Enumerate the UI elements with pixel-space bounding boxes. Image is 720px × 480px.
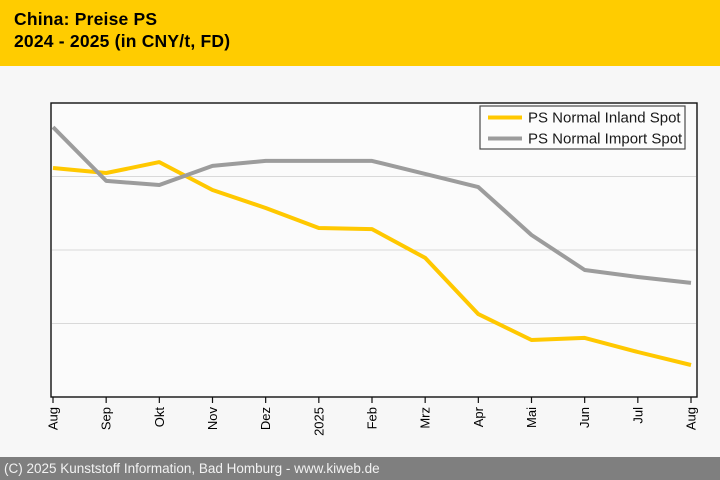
x-axis: Aug Sep Okt Nov Dez 2025 Feb Mrz Apr Mai Jun Jul Aug [46, 397, 699, 436]
x-axis-label: Apr [471, 406, 486, 427]
x-axis-label: Aug [684, 407, 699, 430]
x-axis-label: Okt [152, 407, 167, 428]
x-axis-label: Nov [205, 407, 220, 431]
x-axis-label: Mai [524, 407, 539, 428]
x-axis-label: Aug [46, 407, 61, 430]
gridlines [52, 176, 696, 324]
legend-label-import: PS Normal Import Spot [528, 131, 683, 148]
chart-title: China: Preise PS [14, 9, 158, 29]
x-axis-label: Jun [577, 407, 592, 428]
series-line-ps-normal-import-spot [51, 125, 692, 285]
legend-box [479, 105, 686, 150]
x-axis-label: Feb [365, 407, 380, 429]
copyright-footer: (C) 2025 Kunststoff Information, Bad Hom… [0, 457, 720, 480]
x-axis-label: Dez [258, 407, 273, 430]
series-line-ps-normal-inland-spot [52, 160, 692, 367]
x-axis-label: 2025 [311, 407, 326, 436]
legend-label-inland: PS Normal Inland Spot [528, 110, 681, 127]
chart-header: China: Preise PS 2024 - 2025 (in CNY/t, … [0, 0, 720, 66]
series-lines [51, 125, 692, 367]
legend: PS Normal Inland Spot PS Normal Import S… [479, 105, 686, 150]
x-axis-label: Mrz [418, 407, 433, 429]
x-axis-label: Sep [99, 407, 114, 430]
chart-subtitle: 2024 - 2025 (in CNY/t, FD) [14, 31, 231, 51]
x-axis-label: Jul [630, 407, 645, 424]
